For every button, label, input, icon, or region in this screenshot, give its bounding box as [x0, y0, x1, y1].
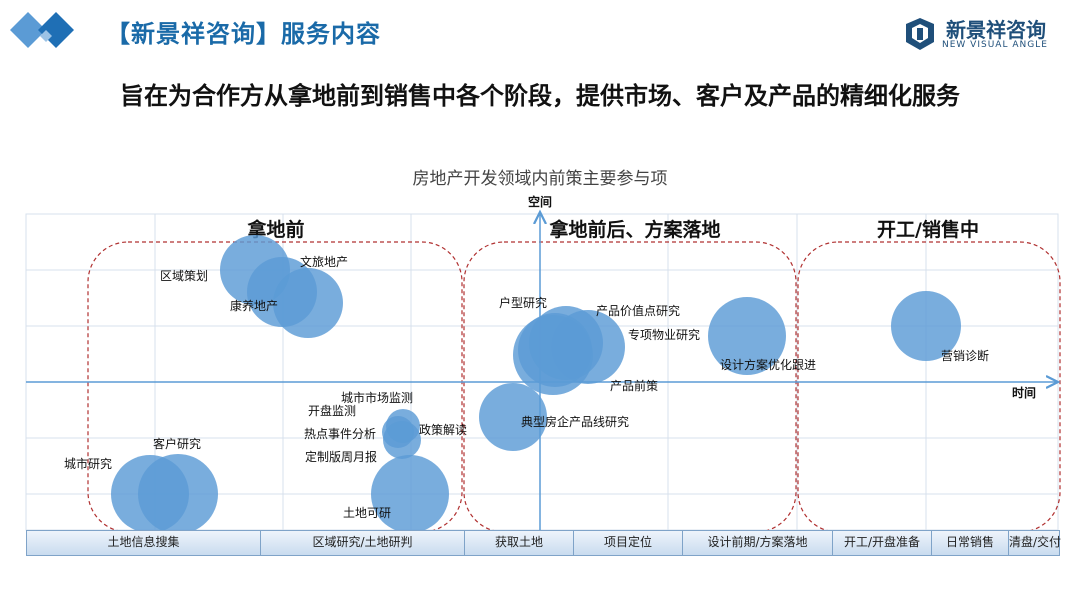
phase-positioning: 项目定位 — [574, 531, 683, 555]
label-special-property: 专项物业研究 — [628, 327, 700, 342]
bubble-product-planning — [529, 306, 603, 380]
label-custom-reports: 定制版周月报 — [305, 449, 377, 464]
label-eldercare-realestate: 康养地产 — [230, 298, 278, 313]
bubble-marketing-diagnosis — [891, 291, 961, 361]
label-design-optimization: 设计方案优化跟进 — [720, 357, 816, 372]
label-city-research: 城市研究 — [64, 456, 112, 471]
bubble-land-feasibility — [371, 455, 449, 533]
phase-land-info: 土地信息搜集 — [27, 531, 261, 555]
group-border-3 — [797, 241, 1061, 533]
brand-name-cn: 新景祥咨询 — [946, 18, 1046, 42]
group-label-2: 拿地前后、方案落地 — [548, 218, 720, 241]
axis-x-label: 时间 — [1012, 385, 1036, 400]
brand-name-en: NEW VISUAL ANGLE — [942, 40, 1048, 50]
bubble-cultural-tourism — [247, 257, 317, 327]
phase-delivery: 清盘/交付 — [1009, 535, 1062, 549]
axis-y-label: 空间 — [528, 194, 552, 209]
bubble-typical-developer-lines — [479, 383, 547, 451]
bubble-policy-interpretation — [383, 421, 421, 459]
label-typical-developer-lines: 典型房企产品线研究 — [521, 414, 629, 429]
phase-area-research: 区域研究/土地研判 — [261, 531, 465, 555]
label-policy-interpretation: 政策解读 — [419, 423, 467, 437]
header-title: 【新景祥咨询】服务内容 — [106, 20, 381, 48]
phase-design: 设计前期/方案落地 — [683, 531, 833, 555]
group-border-2 — [463, 241, 797, 533]
grid — [25, 213, 1059, 531]
logo-diamonds-icon — [10, 12, 74, 48]
brand-logo: 新景祥咨询 NEW VISUAL ANGLE — [900, 10, 1060, 56]
label-value-point-research: 产品价值点研究 — [596, 303, 680, 318]
label-market-monitoring: 城市市场监测 — [341, 390, 413, 405]
label-marketing-diagnosis: 营销诊断 — [941, 348, 989, 363]
brand-mark-icon — [906, 18, 934, 50]
page-subtitle: 旨在为合作方从拿地前到销售中各个阶段，提供市场、客户及产品的精细化服务 — [120, 82, 960, 110]
group-label-3: 开工/销售中 — [877, 218, 979, 241]
label-unit-research: 户型研究 — [499, 295, 547, 310]
bubble-design-optimization — [708, 297, 786, 375]
label-product-planning: 产品前策 — [610, 378, 658, 393]
label-land-feasibility: 土地可研 — [343, 506, 391, 520]
diagram-title: 房地产开发领域内前策主要参与项 — [412, 169, 668, 189]
phase-acquire-land: 获取土地 — [465, 531, 574, 555]
bubble-customer-research — [138, 454, 218, 534]
label-hot-event-analysis: 热点事件分析 — [304, 427, 376, 441]
group-label-1: 拿地前 — [246, 218, 304, 241]
label-opening-monitoring: 开盘监测 — [308, 403, 356, 418]
phase-daily-sales: 日常销售 — [932, 531, 1009, 555]
phase-bar: 土地信息搜集 区域研究/土地研判 获取土地 项目定位 设计前期/方案落地 开工/… — [26, 530, 1062, 556]
phase-construction-start: 开工/开盘准备 — [833, 531, 932, 555]
bubbles — [111, 235, 961, 534]
label-customer-research: 客户研究 — [153, 436, 201, 451]
label-area-planning: 区域策划 — [160, 269, 208, 283]
label-cultural-tourism: 文旅地产 — [300, 254, 348, 269]
